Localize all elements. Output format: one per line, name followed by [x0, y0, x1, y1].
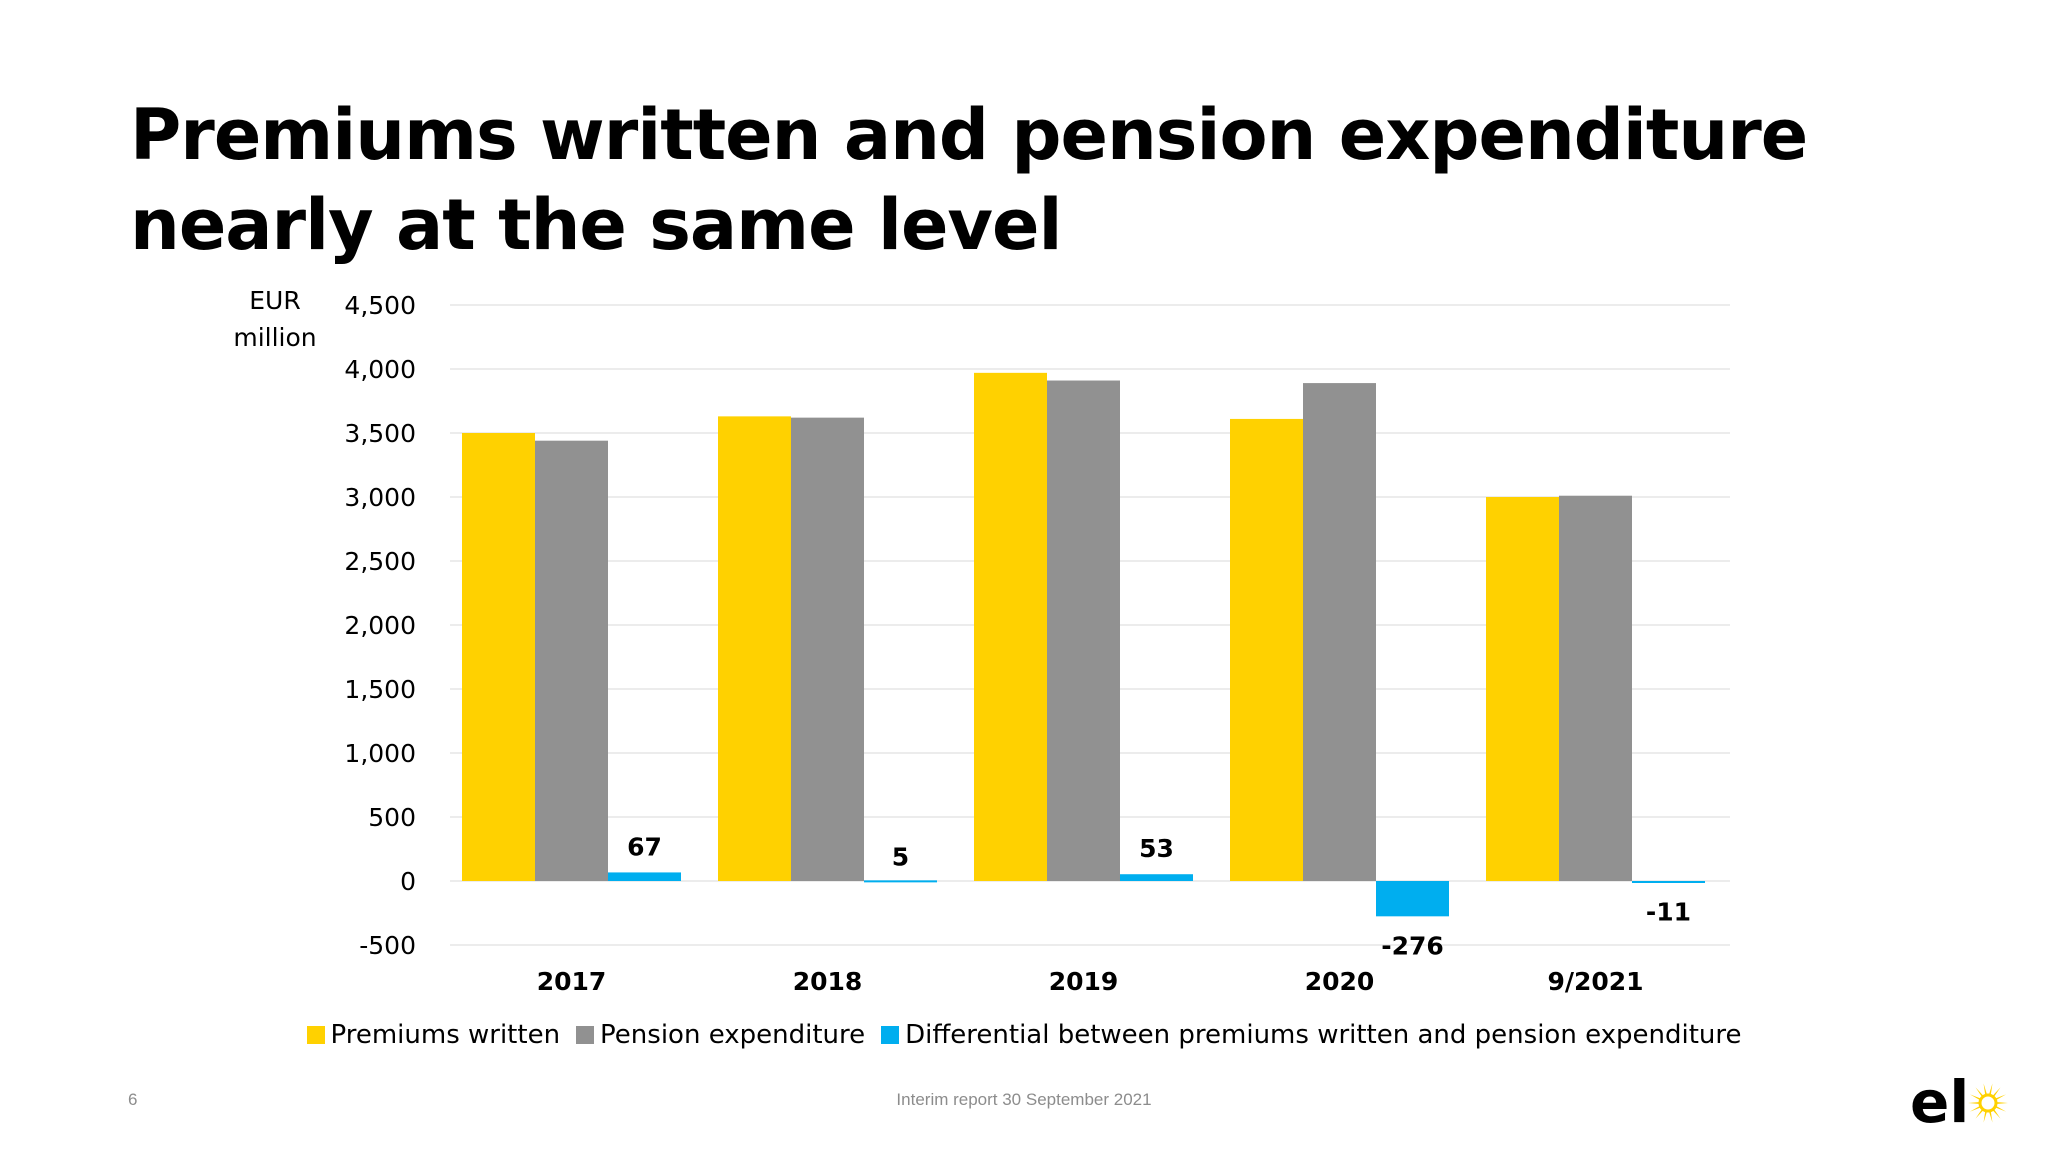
x-category-label: 2018: [793, 967, 863, 996]
legend-swatch: [306, 1026, 325, 1044]
y-tick-label: -500: [359, 931, 416, 960]
bar-differential: [1632, 881, 1705, 883]
y-tick-label: 3,000: [344, 483, 416, 512]
y-tick-label: 0: [400, 867, 416, 896]
data-label: -276: [1381, 931, 1444, 960]
sun-ray: [1969, 1094, 1982, 1101]
sun-ray: [1968, 1102, 1981, 1104]
bar-pension: [1303, 383, 1376, 881]
chart-legend: Premiums written Pension expenditure Diffe…: [0, 1020, 2048, 1050]
elo-logo: el: [1910, 1070, 2008, 1130]
y-unit-label-line1: EUR: [249, 286, 301, 315]
sun-ray: [1983, 1083, 1988, 1096]
legend-item: Differential between premiums written an…: [881, 1020, 1742, 1050]
legend-swatch: [881, 1026, 900, 1044]
bar-premiums: [718, 416, 791, 881]
x-category-label: 2019: [1049, 967, 1119, 996]
legend-item: Pension expenditure: [576, 1020, 865, 1050]
bar-pension: [1047, 380, 1120, 881]
bar-premiums: [974, 372, 1047, 881]
y-tick-label: 3,500: [344, 419, 416, 448]
y-tick-label: 1,500: [344, 675, 416, 704]
slide-title: Premiums written and pension expenditure…: [130, 94, 1808, 266]
y-unit-label-line2: million: [233, 323, 317, 352]
y-tick-label: 2,000: [344, 611, 416, 640]
y-tick-label: 500: [368, 803, 416, 832]
footer-text: Interim report 30 September 2021: [896, 1090, 1152, 1109]
bar-pension: [535, 440, 608, 881]
y-tick-label: 4,500: [344, 291, 416, 320]
data-label: 5: [892, 842, 909, 871]
legend-label: Differential between premiums written an…: [905, 1020, 1742, 1050]
x-category-label: 2020: [1305, 967, 1375, 996]
data-label: 53: [1139, 834, 1174, 863]
legend-swatch: [576, 1026, 595, 1044]
legend-label: Premiums written: [330, 1020, 561, 1050]
sun-ray: [1975, 1108, 1984, 1119]
x-category-label: 9/2021: [1547, 967, 1643, 996]
bar-premiums: [462, 433, 535, 881]
bar-differential: [1120, 874, 1193, 881]
sun-ray: [1969, 1105, 1982, 1112]
bar-differential: [1376, 881, 1449, 917]
bar-differential: [864, 880, 937, 883]
logo-text: el: [1910, 1070, 1969, 1130]
data-label: 67: [627, 832, 662, 861]
sun-ray: [1988, 1110, 1993, 1123]
bar-premiums: [1230, 418, 1303, 881]
bar-pension: [791, 417, 864, 881]
bar-premiums: [1486, 497, 1559, 881]
legend-label: Pension expenditure: [600, 1020, 866, 1050]
sun-core: [1978, 1093, 1998, 1113]
y-tick-label: 2,500: [344, 547, 416, 576]
bar-chart: 4,500 4,000 3,500 3,000 2,500 2,000 1,500 1,000…: [344, 291, 1730, 996]
y-tick-label: 4,000: [344, 355, 416, 384]
page-number: 6: [128, 1090, 138, 1109]
sun-ray: [1975, 1087, 1984, 1098]
y-tick-label: 1,000: [344, 739, 416, 768]
sun-ray: [1994, 1105, 2007, 1112]
data-label: -11: [1646, 897, 1691, 926]
sun-ray: [1988, 1083, 1993, 1096]
sun-ray: [1992, 1108, 2001, 1119]
sun-ray: [1995, 1102, 2008, 1104]
bar-differential: [608, 872, 681, 881]
sun-ray: [1983, 1110, 1988, 1123]
bar-pension: [1559, 495, 1632, 881]
legend-item: Premiums written: [306, 1020, 561, 1050]
sun-icon: [1968, 1083, 2008, 1123]
sun-ray: [1992, 1087, 2001, 1098]
x-category-label: 2017: [537, 967, 607, 996]
sun-ray: [1994, 1094, 2007, 1101]
